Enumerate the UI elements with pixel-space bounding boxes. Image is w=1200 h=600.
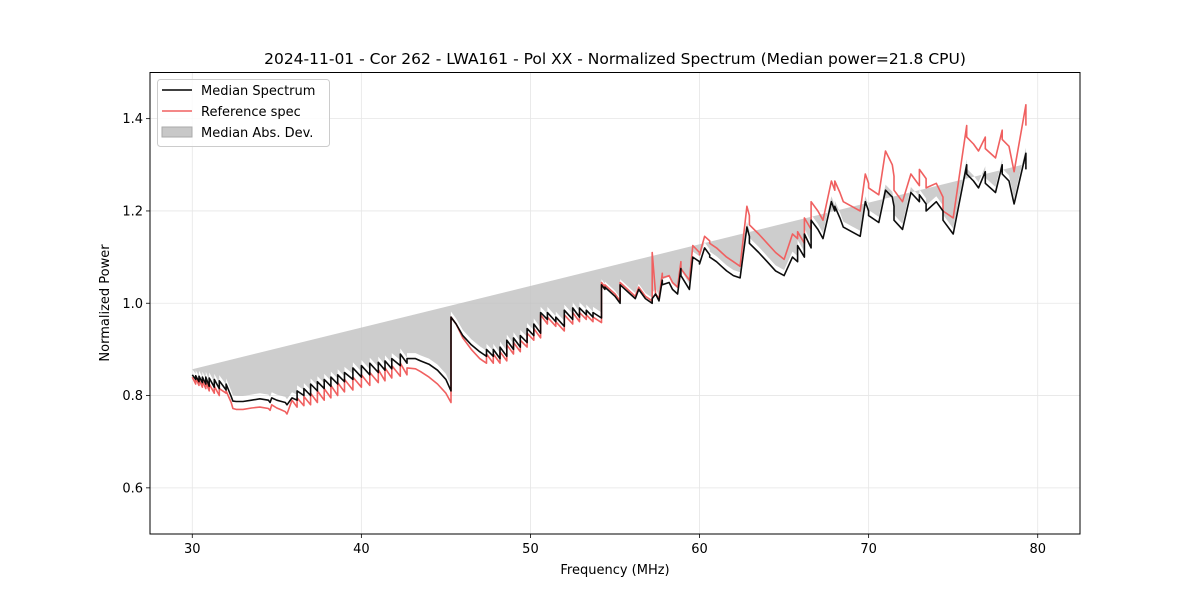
y-tick-label: 1.2 <box>122 204 143 219</box>
legend-label-mad: Median Abs. Dev. <box>201 126 313 141</box>
legend-swatch-mad <box>161 126 193 138</box>
x-tick-label: 40 <box>353 542 370 557</box>
y-axis: 0.6 0.8 1.0 1.2 1.4 <box>122 112 150 496</box>
x-tick-label: 50 <box>522 542 539 557</box>
y-tick-label: 1.0 <box>122 297 143 312</box>
median-spectrum-line <box>191 152 1027 406</box>
x-tick-label: 60 <box>691 542 708 557</box>
y-tick-label: 1.4 <box>122 112 143 127</box>
legend-label-median: Median Spectrum <box>201 84 315 99</box>
chart-title: 2024-11-01 - Cor 262 - LWA161 - Pol XX -… <box>264 50 966 68</box>
legend-label-reference: Reference spec <box>201 105 301 120</box>
x-tick-label: 80 <box>1029 542 1046 557</box>
x-tick-label: 30 <box>184 542 201 557</box>
x-axis-label: Frequency (MHz) <box>560 563 669 578</box>
reference-spectrum-line <box>191 104 1027 415</box>
x-axis: 30 40 50 60 70 80 <box>184 534 1046 557</box>
y-axis-label: Normalized Power <box>98 244 113 362</box>
mad-band-group <box>192 147 1026 400</box>
x-tick-label: 70 <box>860 542 877 557</box>
y-tick-label: 0.8 <box>122 389 143 404</box>
legend-box <box>157 79 330 147</box>
series-lines <box>191 104 1027 415</box>
y-tick-label: 0.6 <box>122 481 143 496</box>
mad-band <box>192 147 1026 400</box>
legend: Median Spectrum Reference spec Median Ab… <box>157 79 330 147</box>
